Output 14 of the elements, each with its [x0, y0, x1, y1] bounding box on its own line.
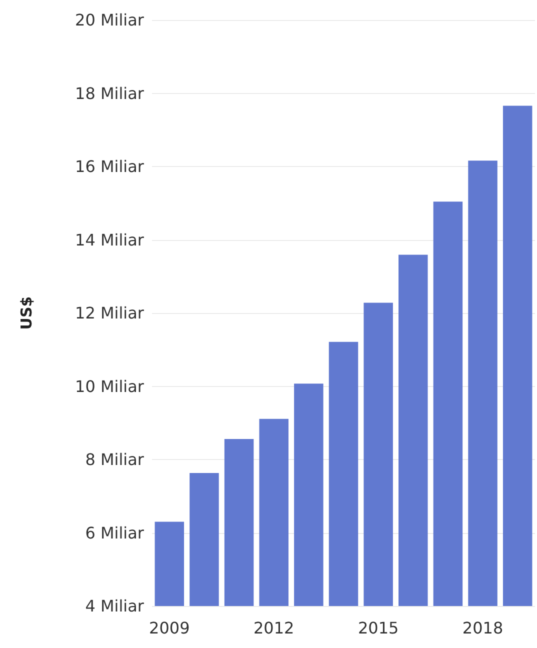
- y-tick-label: 8 Miliar: [85, 450, 144, 469]
- y-axis-title: US$: [18, 296, 36, 330]
- y-tick-label: 14 Miliar: [75, 230, 144, 250]
- x-tick-label: 2015: [358, 618, 399, 638]
- x-tick-label: 2018: [462, 618, 504, 638]
- x-tick-label: 2009: [149, 618, 190, 638]
- y-tick-label: 16 Miliar: [75, 157, 144, 176]
- y-tick-label: 10 Miliar: [75, 376, 144, 396]
- y-tick-label: 4 Miliar: [85, 596, 144, 616]
- x-tick-label: 2012: [254, 618, 294, 638]
- y-tick-label: 18 Miliar: [75, 84, 144, 103]
- y-tick-label: 20 Miliar: [75, 10, 144, 30]
- y-tick-label: 6 Miliar: [85, 523, 144, 542]
- y-tick-label: 12 Miliar: [75, 304, 144, 322]
